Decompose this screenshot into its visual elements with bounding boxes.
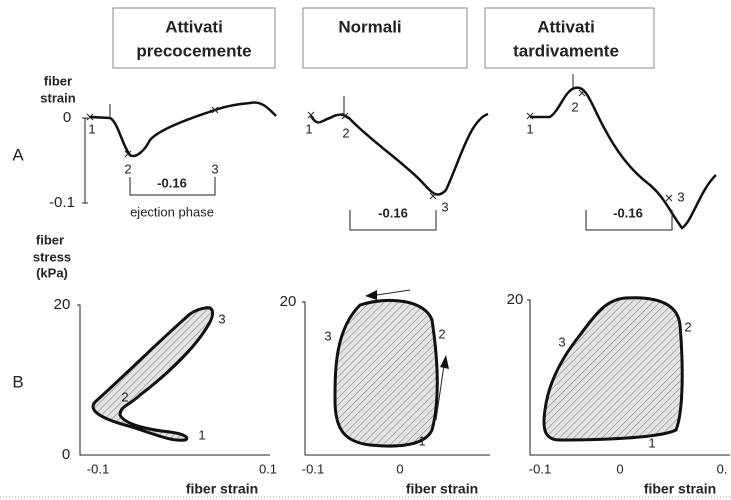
strain-curve [530,86,717,230]
x-label: fiber strain [186,481,258,497]
strain-curve [309,112,489,196]
y-tick-label: 0 [62,446,70,463]
strain-curve [89,101,277,158]
y-label: (kPa) [36,265,68,280]
x-tick-label: 0 [616,461,623,476]
bracket-label: -0.16 [613,205,643,220]
column-title: Attivati [537,17,595,36]
y-tick-label: -0.1 [49,194,75,211]
bracket [349,210,437,231]
markers [86,104,219,158]
point-label: 2 [438,326,445,341]
x-tick-label: 0 [396,461,403,476]
x-tick-label: 0.1 [259,461,277,476]
title-box [112,7,276,69]
y-axis [82,117,88,204]
x-tick-label: -0.1 [87,461,109,476]
point-label: 3 [677,189,684,204]
column-title: Normali [338,17,401,36]
bracket [585,210,673,231]
point-label: 1 [648,435,655,450]
markers [526,74,673,202]
x-tick-label: -0.1 [302,461,324,476]
axes [77,304,270,456]
bracket-label: -0.16 [378,205,408,220]
pv-loop [91,306,215,442]
y-tick-label: 20 [507,291,524,308]
markers [307,96,437,200]
column-title: precocemente [136,41,251,60]
point-label: 1 [305,121,312,136]
y-label: strain [40,90,75,105]
point-label: 1 [198,427,205,442]
point-label: 3 [218,311,225,326]
row-label: A [12,145,24,164]
point-label: 3 [558,334,565,349]
y-label: fiber [36,232,64,247]
y-tick-label: 20 [280,293,297,310]
point-label: 2 [342,125,349,140]
x-label: fiber strain [644,481,716,497]
y-label: fiber [44,73,72,88]
title-box [302,7,468,69]
axes [302,301,490,456]
bracket-caption: ejection phase [130,204,214,219]
x-label: fiber strain [406,481,478,497]
point-label: 2 [121,389,128,404]
x-tick-label: -0.1 [529,461,551,476]
bracket [129,177,216,196]
y-tick-label: 20 [54,296,71,313]
point-label: 1 [418,433,425,448]
y-label: stress [33,249,71,264]
point-label: 3 [441,199,448,214]
column-title: Attivati [165,17,223,36]
point-label: 2 [124,161,131,176]
title-box [484,7,655,69]
bracket-label: -0.16 [157,175,187,190]
arrowheads [365,290,449,369]
point-label: 3 [324,328,331,343]
pv-loop [542,296,684,442]
axes [527,299,730,456]
point-label: 2 [571,99,578,114]
x-tick-label: 0. [717,461,728,476]
pv-loop [333,298,439,448]
column-title: tardivamente [513,41,619,60]
point-label: 1 [88,121,95,136]
row-label: B [12,372,23,391]
y-tick-label: 0 [63,109,71,126]
point-label: 1 [526,121,533,136]
point-label: 2 [684,319,691,334]
point-label: 3 [211,161,218,176]
